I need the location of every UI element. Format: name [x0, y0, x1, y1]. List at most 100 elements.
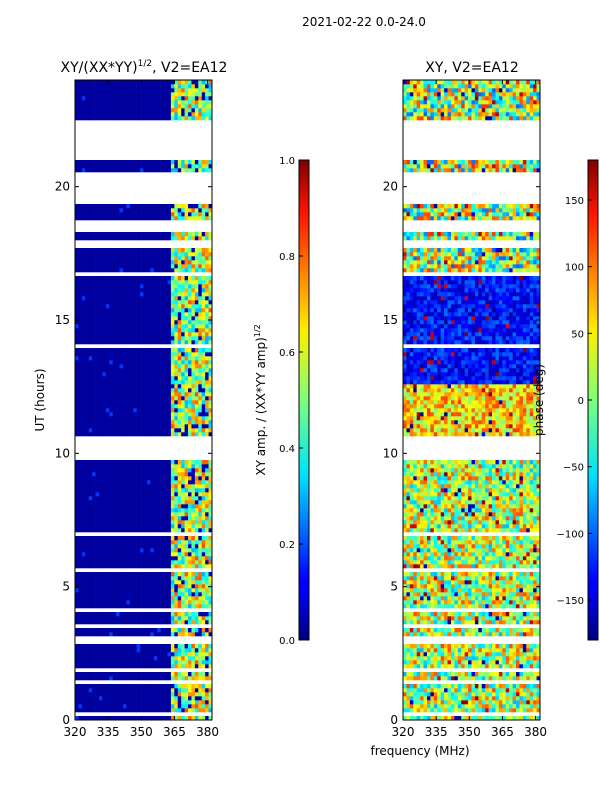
- amplitude-heatmap-cell: [167, 700, 172, 705]
- phase-heatmap-cell: [464, 704, 469, 709]
- amplitude-heatmap-cell: [92, 252, 96, 257]
- amplitude-heatmap-cell: [133, 400, 137, 405]
- amplitude-heatmap-cell: [174, 160, 179, 165]
- amplitude-heatmap-cell: [164, 504, 168, 509]
- amplitude-heatmap-cell: [98, 164, 103, 169]
- amplitude-heatmap-cell: [126, 304, 131, 309]
- phase-heatmap-cell: [447, 704, 452, 709]
- amplitude-heatmap-cell: [126, 432, 131, 437]
- amplitude-heatmap-cell: [126, 468, 131, 473]
- amplitude-heatmap-cell: [181, 296, 185, 301]
- amplitude-heatmap-cell: [78, 412, 83, 417]
- amplitude-heatmap-cell: [150, 564, 155, 569]
- amplitude-heatmap-cell: [164, 168, 168, 173]
- amplitude-heatmap-cell: [146, 596, 151, 601]
- phase-heatmap-cell: [512, 704, 517, 709]
- amplitude-heatmap-cell: [153, 392, 158, 397]
- amplitude-heatmap-cell: [157, 620, 161, 625]
- amplitude-heatmap-cell: [129, 160, 134, 165]
- amplitude-heatmap-cell: [188, 400, 192, 405]
- amplitude-heatmap-cell: [88, 348, 93, 353]
- amplitude-heatmap-cell: [116, 108, 120, 113]
- amplitude-heatmap-cell: [105, 248, 110, 253]
- amplitude-heatmap-cell: [188, 632, 192, 637]
- amplitude-heatmap-cell: [146, 552, 151, 557]
- amplitude-heatmap-cell: [129, 700, 134, 705]
- amplitude-heatmap-cell: [153, 484, 158, 489]
- amplitude-heatmap-cell: [122, 292, 127, 297]
- amplitude-heatmap-cell: [105, 104, 110, 109]
- amplitude-heatmap-cell: [208, 164, 213, 169]
- amplitude-heatmap-cell: [112, 524, 117, 529]
- amplitude-heatmap-cell: [140, 644, 144, 649]
- amplitude-heatmap-cell: [129, 108, 134, 113]
- amplitude-heatmap-cell: [140, 252, 144, 257]
- amplitude-heatmap-cell: [198, 428, 203, 433]
- amplitude-heatmap-cell: [198, 92, 203, 97]
- amplitude-heatmap-cell: [136, 612, 141, 617]
- amplitude-heatmap-cell: [194, 504, 199, 509]
- amplitude-heatmap-cell: [146, 656, 151, 661]
- amplitude-heatmap-cell: [157, 704, 161, 709]
- amplitude-heatmap-cell: [122, 296, 127, 301]
- amplitude-heatmap-cell: [157, 204, 161, 209]
- amplitude-heatmap-cell: [194, 708, 199, 713]
- amplitude-heatmap-cell: [150, 480, 155, 485]
- amplitude-heatmap-cell: [167, 516, 172, 521]
- amplitude-heatmap-cell: [184, 616, 189, 621]
- amplitude-heatmap-cell: [164, 392, 168, 397]
- amplitude-heatmap-cell: [95, 348, 100, 353]
- amplitude-heatmap-cell: [98, 320, 103, 325]
- amplitude-heatmap-cell: [201, 528, 206, 533]
- amplitude-heatmap-cell: [92, 112, 96, 117]
- amplitude-heatmap-cell: [184, 596, 189, 601]
- amplitude-heatmap-cell: [126, 288, 131, 293]
- amplitude-heatmap-cell: [170, 316, 175, 321]
- amplitude-heatmap-cell: [153, 632, 158, 637]
- phase-heatmap-cell: [502, 704, 507, 709]
- amplitude-heatmap-cell: [205, 512, 209, 517]
- amplitude-heatmap-cell: [102, 340, 107, 345]
- amplitude-heatmap-cell: [109, 360, 113, 365]
- amplitude-heatmap-cell: [119, 508, 124, 513]
- amplitude-heatmap-cell: [188, 536, 192, 541]
- amplitude-heatmap-cell: [174, 564, 179, 569]
- amplitude-heatmap-cell: [146, 80, 151, 85]
- amplitude-heatmap-cell: [170, 676, 175, 681]
- amplitude-heatmap-cell: [85, 232, 89, 237]
- amplitude-heatmap-cell: [146, 168, 151, 173]
- amplitude-heatmap-cell: [85, 316, 89, 321]
- amplitude-heatmap-cell: [92, 352, 96, 357]
- amplitude-heatmap-cell: [112, 236, 117, 241]
- amplitude-heatmap-cell: [92, 324, 96, 329]
- amplitude-heatmap-cell: [122, 688, 127, 693]
- amplitude-heatmap-cell: [153, 248, 158, 253]
- amplitude-heatmap-cell: [95, 116, 100, 121]
- amplitude-heatmap-cell: [95, 580, 100, 585]
- amplitude-heatmap-cell: [164, 88, 168, 93]
- amplitude-colorbar-tick-label: 0.8: [279, 252, 295, 263]
- amplitude-heatmap-cell: [201, 396, 206, 401]
- amplitude-heatmap-cell: [167, 704, 172, 709]
- amplitude-heatmap-cell: [160, 672, 165, 677]
- amplitude-heatmap-cell: [184, 376, 189, 381]
- amplitude-heatmap-cell: [92, 380, 96, 385]
- amplitude-heatmap-cell: [153, 556, 158, 561]
- amplitude-heatmap-cell: [85, 460, 89, 465]
- amplitude-heatmap-cell: [105, 216, 110, 221]
- amplitude-heatmap-cell: [85, 80, 89, 85]
- amplitude-heatmap-cell: [201, 336, 206, 341]
- amplitude-heatmap-cell: [105, 600, 110, 605]
- amplitude-heatmap-cell: [184, 96, 189, 101]
- amplitude-heatmap-cell: [105, 396, 110, 401]
- amplitude-heatmap-cell: [160, 552, 165, 557]
- amplitude-heatmap-cell: [88, 708, 93, 713]
- amplitude-heatmap-cell: [191, 564, 196, 569]
- amplitude-heatmap-cell: [116, 660, 120, 665]
- amplitude-heatmap-cell: [201, 104, 206, 109]
- amplitude-heatmap-cell: [98, 664, 103, 669]
- amplitude-heatmap-cell: [78, 356, 83, 361]
- amplitude-heatmap-cell: [122, 308, 127, 313]
- amplitude-heatmap-cell: [146, 600, 151, 605]
